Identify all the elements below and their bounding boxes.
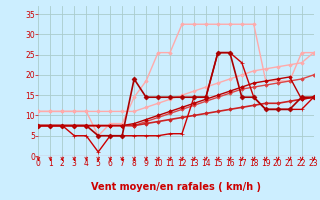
X-axis label: Vent moyen/en rafales ( km/h ): Vent moyen/en rafales ( km/h ) bbox=[91, 182, 261, 192]
